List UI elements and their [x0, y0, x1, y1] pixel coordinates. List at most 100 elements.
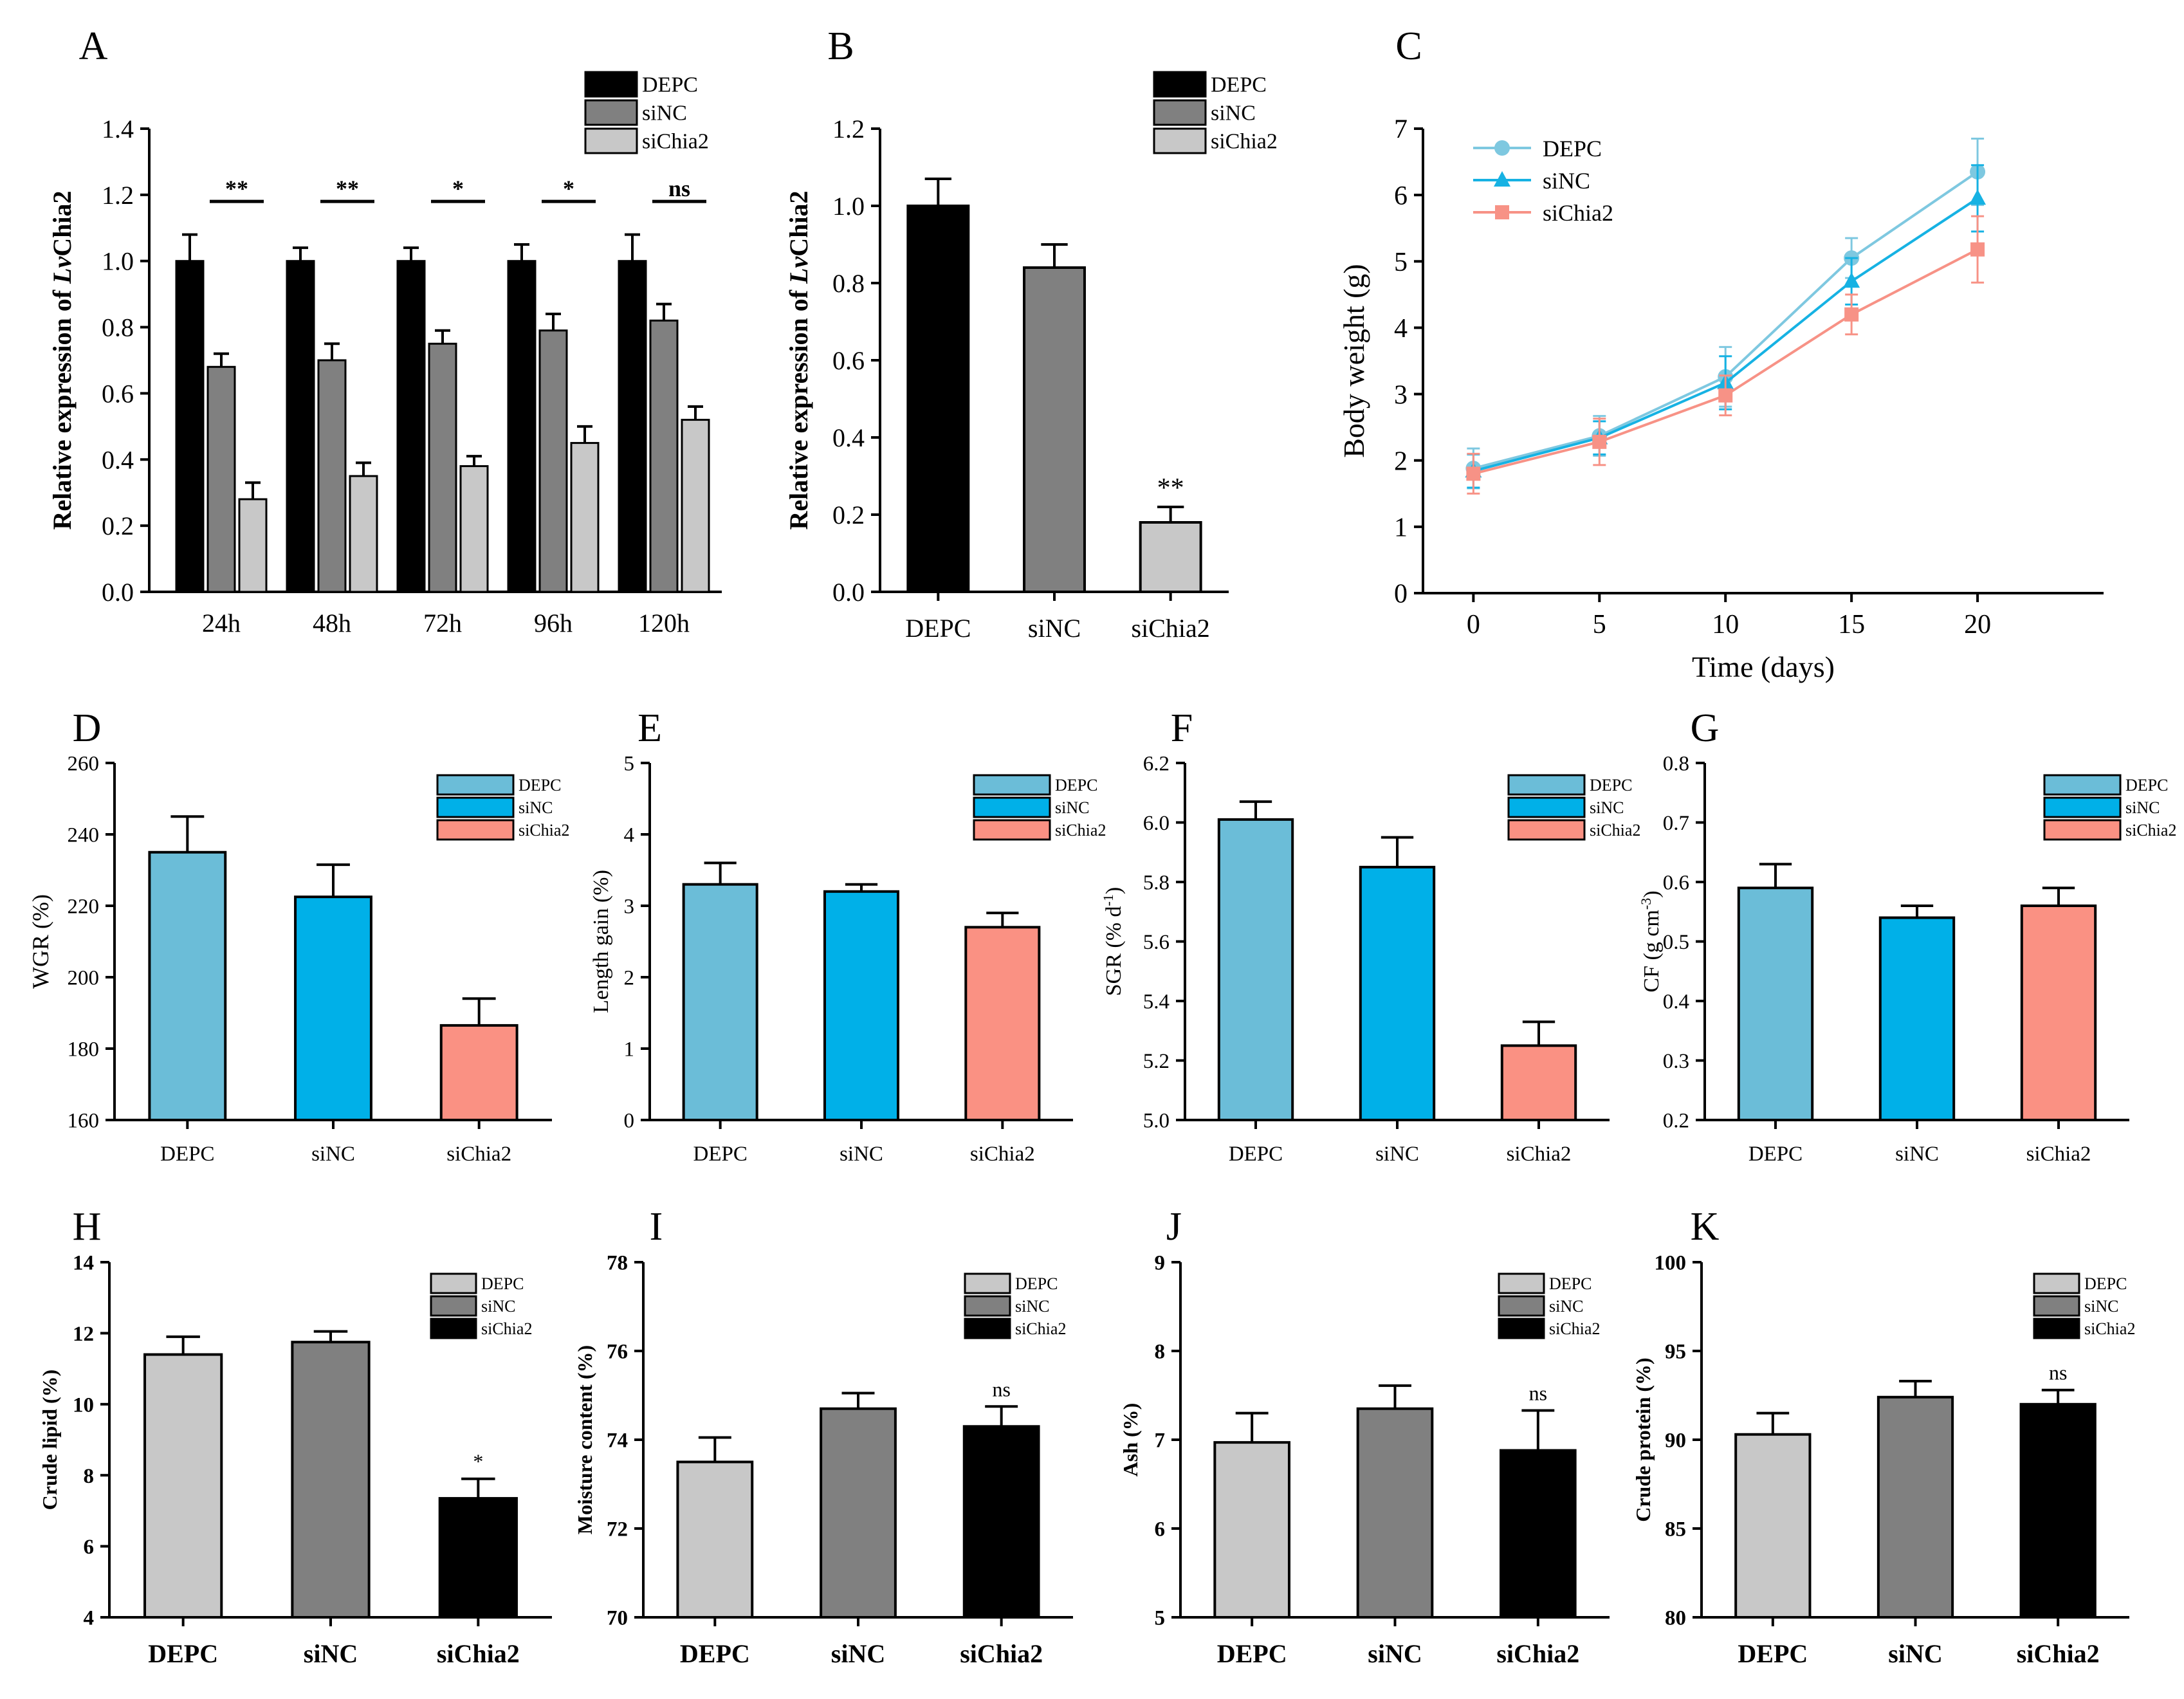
x-tick-label: DEPC [1738, 1639, 1808, 1668]
legend-label: DEPC [1549, 1274, 1592, 1293]
panel-label: J [1166, 1205, 1182, 1249]
bar [1139, 521, 1202, 593]
x-tick-label: siChia2 [1507, 1143, 1572, 1166]
legend-label: siChia2 [1549, 1319, 1600, 1338]
x-tick-label: siChia2 [2026, 1143, 2091, 1166]
bar [2020, 905, 2097, 1121]
y-tick-label: 0.2 [832, 501, 865, 529]
y-axis-label: Crude protein (%) [1631, 1357, 1655, 1521]
y-axis-label-part: Chia2 [784, 191, 813, 257]
x-tick-label: 15 [1838, 610, 1865, 639]
legend-swatch [964, 1295, 1011, 1317]
y-tick-label: 14 [73, 1252, 94, 1275]
y-axis-label: WGR (%) [28, 894, 53, 989]
bar [676, 1460, 754, 1619]
legend-swatch [2033, 1295, 2080, 1317]
legend-label: siNC [2125, 798, 2160, 817]
y-tick-label: 6 [1394, 181, 1408, 211]
y-tick-label: 260 [68, 753, 100, 776]
y-tick-label: 3 [624, 895, 635, 919]
y-tick-label: 76 [607, 1341, 628, 1364]
legend-swatch [973, 774, 1051, 796]
data-point [1495, 205, 1509, 219]
bar [538, 329, 568, 593]
y-axis-label-part: Lv [48, 256, 77, 284]
panel-label: F [1171, 706, 1193, 750]
x-tick-label: siChia2 [2017, 1639, 2100, 1668]
y-tick-label: 10 [73, 1393, 94, 1417]
bar [396, 260, 426, 593]
y-axis-label-part: Lv [784, 256, 813, 284]
y-tick-label: 0.8 [102, 313, 134, 342]
legend-swatch [436, 774, 515, 796]
y-tick-label: 0.6 [1663, 872, 1689, 895]
y-tick-label: 6.0 [1143, 812, 1170, 835]
x-tick-label: 24h [202, 609, 241, 638]
bar [438, 1497, 518, 1619]
bar [618, 260, 647, 593]
legend-swatch [973, 819, 1051, 841]
bar [1500, 1449, 1577, 1619]
x-tick-label: DEPC [905, 614, 971, 643]
y-tick-label: 5.0 [1143, 1110, 1170, 1133]
x-tick-label: siNC [1375, 1143, 1419, 1166]
y-tick-label: 2 [624, 967, 635, 990]
y-tick-label: 6 [1155, 1518, 1166, 1541]
y-tick-label: 0.6 [102, 379, 134, 408]
significance-label: * [473, 1450, 483, 1473]
significance-label: * [452, 176, 464, 201]
x-tick-label: 10 [1712, 610, 1739, 639]
legend-swatch [2033, 1318, 2080, 1339]
panel-label: H [73, 1205, 102, 1249]
y-axis-label: Body weight (g) [1337, 264, 1370, 458]
legend-swatch [584, 71, 638, 98]
panel-label: D [73, 706, 102, 750]
bar [317, 359, 347, 593]
data-point [1844, 307, 1859, 322]
bar [1737, 886, 1814, 1121]
legend-label: siChia2 [1015, 1319, 1066, 1338]
panel-F: F 5.0 5.2 5.4 5.6 5.8 6.0 6.2 SGR (% d-1) DEPC siN… [1100, 706, 1641, 1166]
panel-I: I 70 72 74 76 78 Moisture content (%) DEPC siNC s… [573, 1205, 1073, 1668]
y-tick-label: 5 [1394, 248, 1408, 277]
y-tick-label: 0.2 [1663, 1110, 1689, 1133]
x-tick-label: siNC [304, 1639, 358, 1668]
legend-swatch [2043, 819, 2122, 841]
y-tick-label: 4 [1394, 314, 1408, 344]
panel-E: E 0 1 2 3 4 5 Length gain (%) DEPC siNC siChia2 DEP… [589, 706, 1106, 1166]
bar [962, 1425, 1040, 1619]
bar [570, 442, 600, 593]
y-tick-label: 0.3 [1663, 1050, 1689, 1073]
y-tick-label: 180 [68, 1038, 100, 1061]
legend-swatch [1153, 99, 1207, 126]
legend-swatch [1507, 819, 1586, 841]
legend-swatch [1507, 796, 1586, 818]
x-tick-label: siChia2 [1496, 1639, 1579, 1668]
bar [1356, 1407, 1434, 1619]
y-tick-label: 0.2 [102, 511, 134, 540]
y-tick-label: 220 [68, 895, 100, 919]
legend-label: siChia2 [518, 821, 569, 840]
x-tick-label: 5 [1593, 610, 1606, 639]
x-tick-label: siChia2 [446, 1143, 511, 1166]
legend-label: siChia2 [1055, 821, 1106, 840]
y-axis-label: Moisture content (%) [573, 1345, 596, 1534]
x-tick-label: siNC [840, 1143, 883, 1166]
y-tick-label: 0.7 [1663, 812, 1689, 835]
x-tick-label: DEPC [1748, 1143, 1803, 1166]
y-tick-label: 72 [607, 1518, 628, 1541]
y-tick-label: 4 [624, 824, 635, 847]
panel-label: K [1691, 1205, 1720, 1249]
significance-label: ns [668, 176, 690, 201]
y-tick-label: 1.0 [832, 192, 865, 221]
significance-label: * [563, 176, 574, 201]
significance-label: ** [336, 176, 359, 201]
y-axis-label-part: Relative expression of [784, 284, 813, 530]
x-tick-label: DEPC [1229, 1143, 1283, 1166]
bar [175, 260, 205, 593]
bar [459, 465, 489, 593]
legend-label: siNC [1549, 1297, 1583, 1316]
bar [1734, 1433, 1812, 1619]
x-tick-label: 20 [1964, 610, 1991, 639]
